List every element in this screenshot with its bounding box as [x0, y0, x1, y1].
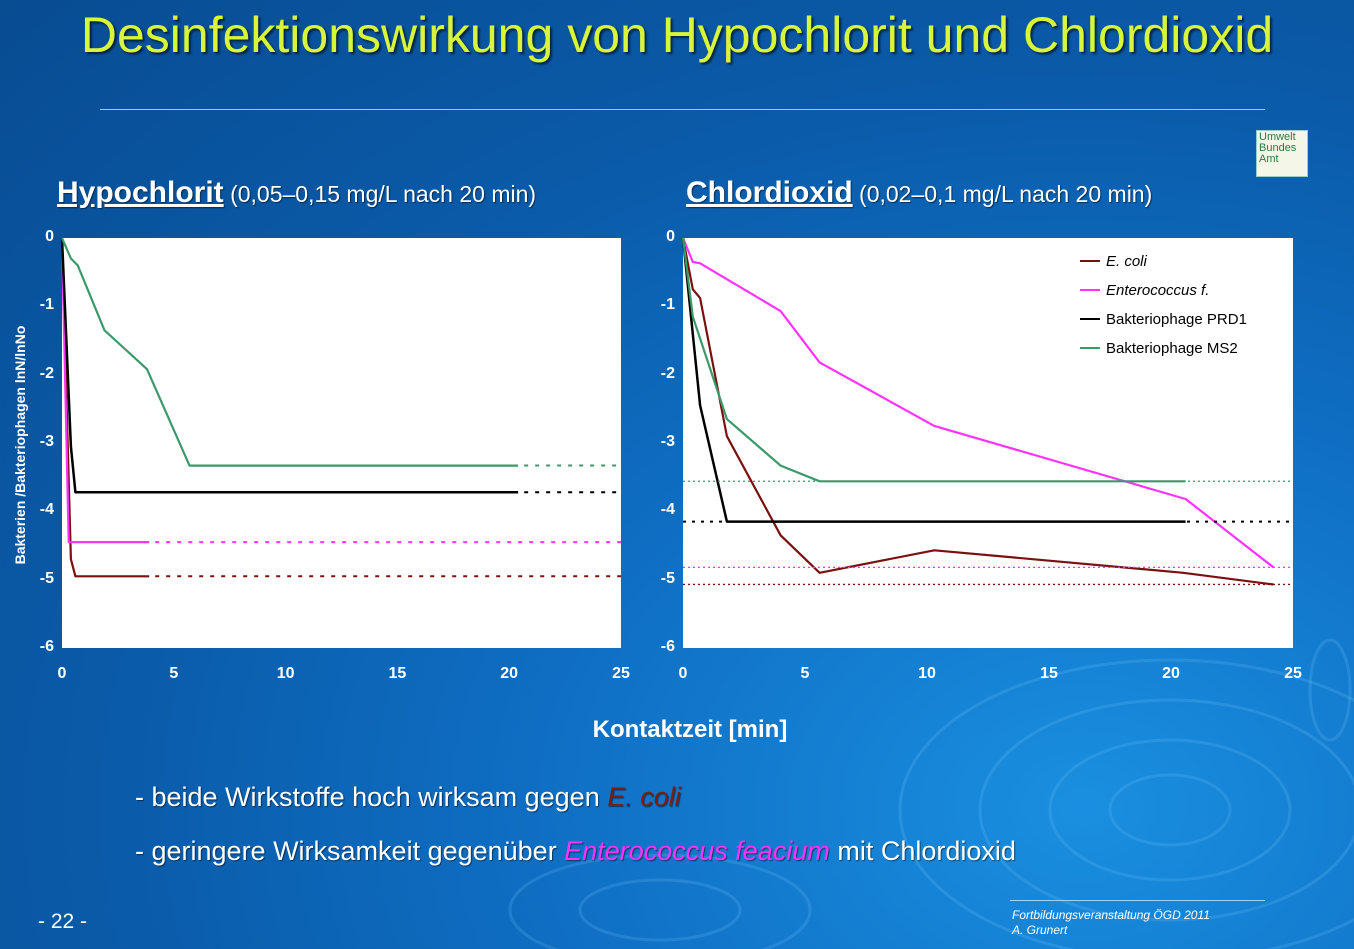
- chlordioxid-heading-name: Chlordioxid: [686, 176, 853, 209]
- chlordioxid-heading-range: (0,02–0,1 mg/L nach 20 min): [859, 181, 1153, 207]
- hypochlorit-ytick-label: 0: [45, 228, 54, 245]
- hypochlorit-ytick-label: -6: [39, 638, 54, 655]
- hypochlorit-heading-name: Hypochlorit: [57, 176, 224, 209]
- footer-divider: [1010, 900, 1265, 901]
- logo-line-1: Umwelt: [1259, 131, 1296, 143]
- hypochlorit-heading-range: (0,05–0,15 mg/L nach 20 min): [230, 181, 537, 207]
- chlordioxid-xtick-label: 0: [678, 665, 688, 682]
- bullet-enterococcus-suffix: mit Chlordioxid: [829, 836, 1016, 866]
- legend-label-prd1: Bakteriophage PRD1: [1106, 311, 1247, 328]
- hypochlorit-ytick-label: -2: [39, 364, 54, 382]
- hypochlorit-xtick-label: 25: [612, 665, 630, 682]
- hypochlorit-ytick-label: -1: [39, 296, 54, 314]
- chlordioxid-ytick-label: -4: [660, 501, 675, 519]
- legend-label-ecoli: E. coli: [1106, 253, 1148, 270]
- chlordioxid-xtick-label: 5: [800, 665, 810, 682]
- bullet-ecoli-text: - beide Wirkstoffe hoch wirksam gegen: [135, 782, 608, 812]
- chlordioxid-enterococcus-series-line: [681, 237, 1275, 569]
- logo-line-3: Amt: [1259, 153, 1279, 165]
- hypochlorit-ytick-label: -3: [39, 433, 54, 450]
- hypochlorit-ytick-label: -4: [39, 501, 54, 519]
- hypochlorit-xtick-label: 10: [276, 665, 295, 682]
- chlordioxid-ytick-label: -6: [660, 638, 675, 655]
- hypochlorit-ms2-series-line: [60, 237, 519, 467]
- footer-author: A. Grunert: [1012, 923, 1068, 937]
- legend-label-ms2: Bakteriophage MS2: [1106, 340, 1238, 357]
- page-number: - 22 -: [38, 910, 88, 933]
- bullet-enterococcus-text: - geringere Wirksamkeit gegenüber: [135, 836, 565, 866]
- chlordioxid-ytick-label: -1: [660, 296, 675, 314]
- chlordioxid-ytick-label: 0: [666, 228, 675, 245]
- bullet-enterococcus: - geringere Wirksamkeit gegenüber Entero…: [135, 836, 1016, 867]
- hypochlorit-heading: Hypochlorit (0,05–0,15 mg/L nach 20 min): [57, 176, 536, 210]
- hypochlorit-xtick-label: 15: [388, 665, 407, 682]
- bullet-ecoli: - beide Wirkstoffe hoch wirksam gegen E.…: [135, 782, 681, 813]
- chlordioxid-xtick-label: 15: [1040, 665, 1058, 682]
- hypochlorit-enterococcus-series-line: [60, 237, 150, 544]
- hypochlorit-xtick-label: 0: [57, 665, 67, 682]
- bullet-enterococcus-species: Enterococcus feacium: [564, 836, 830, 866]
- chlordioxid-ytick-label: -3: [660, 433, 675, 450]
- chlordioxid-ms2-series-line: [681, 237, 1186, 483]
- footer: Fortbildungsveranstaltung ÖGD 2011 A. Gr…: [1012, 908, 1210, 938]
- chlordioxid-xtick-label: 25: [1284, 665, 1302, 682]
- hypochlorit-xtick-label: 5: [169, 665, 179, 682]
- chlordioxid-xtick-label: 10: [918, 665, 936, 682]
- hypochlorit-prd1-series-line: [60, 237, 519, 494]
- chlordioxid-ytick-label: -5: [660, 569, 675, 587]
- hypochlorit-ecoli-series-line: [60, 237, 150, 578]
- hypochlorit-xtick-label: 20: [500, 665, 519, 682]
- chlordioxid-prd1-series-line: [681, 237, 1186, 523]
- logo-line-2: Bundes: [1259, 142, 1297, 154]
- title-divider: [100, 109, 1265, 110]
- chlordioxid-plot-area: [683, 238, 1293, 648]
- chlordioxid-heading: Chlordioxid (0,02–0,1 mg/L nach 20 min): [686, 176, 1152, 210]
- chlordioxid-xtick-label: 20: [1162, 665, 1180, 682]
- hypochlorit-plot-area: [62, 238, 621, 648]
- bullet-ecoli-species: E. coli: [607, 782, 681, 812]
- chlordioxid-ytick-label: -2: [660, 364, 675, 382]
- footer-event: Fortbildungsveranstaltung ÖGD 2011: [1012, 908, 1210, 922]
- hypochlorit-ytick-label: -5: [39, 569, 54, 587]
- chlordioxid-ecoli-series-line: [681, 237, 1274, 586]
- x-axis-label: Kontaktzeit [min]: [592, 716, 788, 743]
- umweltbundesamt-logo: Umwelt Bundes Amt: [1256, 130, 1308, 177]
- legend-label-enterococcus: Enterococcus f.: [1106, 282, 1209, 299]
- page-title: Desinfektionswirkung von Hypochlorit und…: [80, 7, 1274, 63]
